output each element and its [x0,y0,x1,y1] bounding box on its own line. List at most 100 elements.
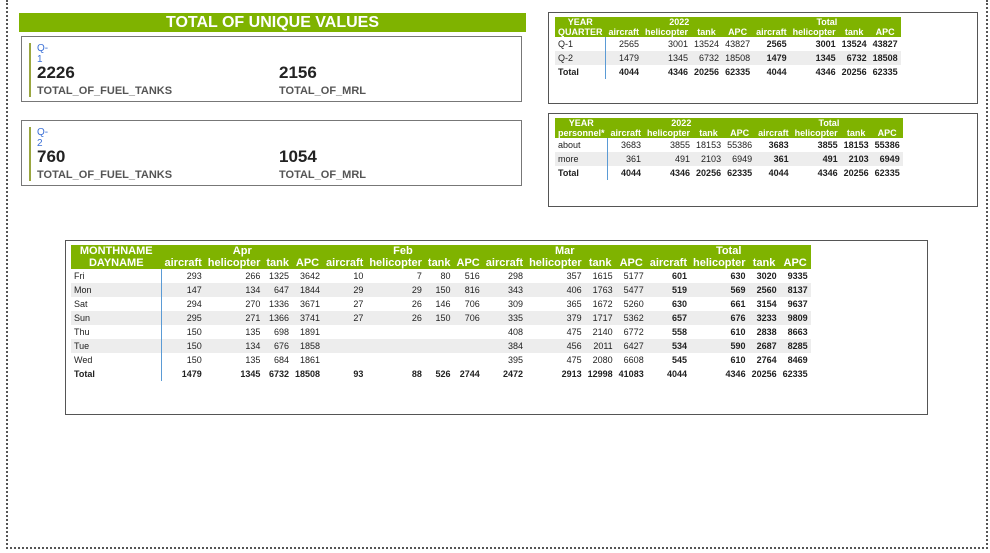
fuel-tanks-label: TOTAL_OF_FUEL_TANKS [37,85,173,97]
column-header-aircraft[interactable]: aircraft [323,257,367,269]
table-cell: 408 [508,327,524,337]
table-cell: 2565 [766,39,787,49]
header-month-total[interactable]: Total [646,245,811,257]
table-cell: 406 [526,283,585,297]
table-row[interactable]: Total 1479 1345 6732 18508 93 88 526 2744 2472 291… [71,367,811,381]
table-cell: 3741 [292,311,324,325]
table-cell: 3001 [815,39,836,49]
table-row[interactable]: about 3683 3855 18153 55386 3683 3855 18153 5538… [555,138,903,152]
table-cell: 661 [730,299,746,309]
column-header-tank[interactable]: tank [263,257,292,269]
table-row[interactable]: Sat 294 270 1336 3671 27 26 146 706 309 365 1672 526… [71,297,811,311]
column-header-helicopter[interactable]: helicopter [791,128,841,138]
table-row[interactable]: Wed 150 135 684 1861 395 475 2080 6608 545 610 2764… [71,353,811,367]
column-header-aircraft[interactable]: aircraft [607,128,645,138]
table-cell: 676 [263,339,292,353]
table-cell: 1763 [584,283,616,297]
column-header-tank[interactable]: tank [840,128,872,138]
column-header-APC[interactable]: APC [869,27,901,37]
column-header-APC[interactable]: APC [724,128,756,138]
column-header-helicopter[interactable]: helicopter [644,128,694,138]
mrl-value: 2156 [279,63,317,82]
column-header-helicopter[interactable]: helicopter [204,257,264,269]
table-cell: 6732 [838,51,870,65]
column-header-tank[interactable]: tank [584,257,616,269]
table-row[interactable]: Total 4044 4346 20256 62335 4044 4346 20256 6233… [555,166,903,180]
header-2022: 2022 [607,118,756,128]
table-row[interactable]: Sun 295 271 1366 3741 27 26 150 706 335 379 1717 536… [71,311,811,325]
header-month-feb[interactable]: Feb [323,245,483,257]
table-row[interactable]: Mon 147 134 647 1844 29 29 150 816 343 406 1763 5477… [71,283,811,297]
table-cell: 4346 [725,369,746,379]
table-cell: 456 [526,339,585,353]
month-matrix-table: MONTHNAME Apr Feb Mar Total DAYNAME aircraf… [71,245,811,381]
column-header-tank[interactable]: tank [424,257,454,269]
column-header-helicopter[interactable]: helicopter [690,257,749,269]
column-header-APC[interactable]: APC [292,257,324,269]
report-canvas [6,0,988,549]
column-header-aircraft[interactable]: aircraft [755,128,792,138]
column-header-tank[interactable]: tank [691,27,723,37]
header-dayname: DAYNAME [71,257,162,269]
header-month-apr[interactable]: Apr [161,245,324,257]
column-header-APC[interactable]: APC [722,27,754,37]
card-q1[interactable]: Q-1 2226 TOTAL_OF_FUEL_TANKS 2156 TOTAL_… [21,36,522,102]
table-cell: 146 [435,299,451,309]
table-cell: 534 [646,339,690,353]
table-cell [454,325,483,339]
header-month-mar[interactable]: Mar [482,245,647,257]
table-cell: 62335 [874,168,900,178]
table-cell: 270 [245,299,261,309]
table-cell: 8469 [787,355,808,365]
column-header-APC[interactable]: APC [615,257,647,269]
column-header-tank[interactable]: tank [693,128,725,138]
column-header-aircraft[interactable]: aircraft [161,257,205,269]
card-q2[interactable]: Q-2 760 TOTAL_OF_FUEL_TANKS 1054 TOTAL_O… [21,120,522,186]
table-cell: 3020 [756,271,777,281]
table-cell: 150 [424,283,454,297]
table-cell: 1717 [584,311,616,325]
column-header-helicopter[interactable]: helicopter [642,27,692,37]
column-header-APC[interactable]: APC [779,257,811,269]
table-row[interactable]: Tue 150 134 676 1858 384 456 2011 6427 534 590 2687… [71,339,811,353]
table-cell: 1345 [642,51,692,65]
table-cell: 4346 [668,67,689,77]
month-matrix-visual[interactable]: MONTHNAME Apr Feb Mar Total DAYNAME aircraf… [65,240,928,415]
column-header-helicopter[interactable]: helicopter [789,27,839,37]
column-header-APC[interactable]: APC [871,128,903,138]
table-row[interactable]: Thu 150 135 698 1891 408 475 2140 6772 558 610 2838… [71,325,811,339]
table-cell: 1479 [753,51,790,65]
table-row[interactable]: more 361 491 2103 6949 361 491 2103 6949 [555,152,903,166]
table-cell: 3683 [768,140,789,150]
column-header-aircraft[interactable]: aircraft [646,257,690,269]
row-label: Total [555,166,609,180]
table-cell: 1844 [292,283,324,297]
column-header-APC[interactable]: APC [453,257,483,269]
table-row[interactable]: Total 4044 4346 20256 62335 4044 4346 20256 6233… [555,65,901,79]
table-cell: 20256 [751,369,777,379]
table-row[interactable]: Q-2 1479 1345 6732 18508 1479 1345 6732 18508 [555,51,901,65]
row-label: about [555,138,609,152]
column-header-tank[interactable]: tank [748,257,780,269]
table-row[interactable]: Q-1 2565 3001 13524 43827 2565 3001 13524 43827 [555,37,901,51]
quarter-matrix-visual[interactable]: YEAR 2022 Total QUARTER aircraft helicopt… [548,12,978,104]
table-cell: 2764 [756,355,777,365]
header-total: Total [755,118,903,128]
column-header-aircraft[interactable]: aircraft [605,27,643,37]
row-label: Mon [71,283,162,297]
table-cell: 3001 [668,39,689,49]
column-header-aircraft[interactable]: aircraft [753,27,790,37]
column-header-helicopter[interactable]: helicopter [366,257,425,269]
table-cell: 6732 [691,51,723,65]
column-header-aircraft[interactable]: aircraft [482,257,527,269]
table-cell: 150 [186,355,202,365]
column-header-helicopter[interactable]: helicopter [526,257,585,269]
table-cell: 150 [161,339,205,353]
table-row[interactable]: Fri 293 266 1325 3642 10 7 80 516 298 357 1615 5177 6… [71,269,811,283]
personnel-matrix-visual[interactable]: YEAR 2022 Total personnel* aircraft helic… [548,113,978,207]
table-cell: 62335 [782,369,808,379]
table-cell: 1479 [181,369,202,379]
table-cell: 29 [323,283,367,297]
column-header-tank[interactable]: tank [838,27,870,37]
table-cell: 395 [508,355,524,365]
